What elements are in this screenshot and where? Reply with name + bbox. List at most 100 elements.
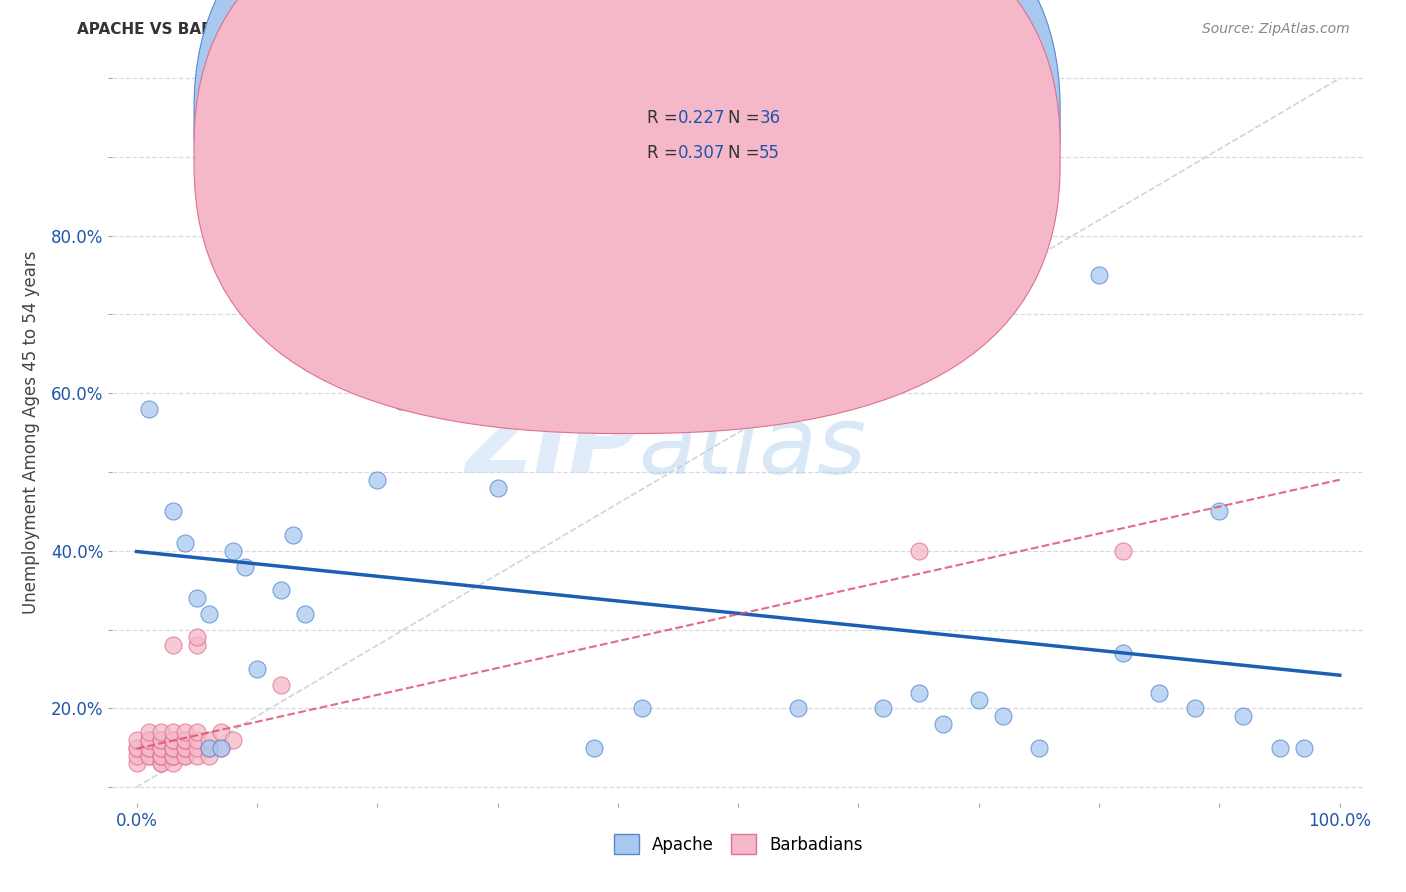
Point	[149, 732, 172, 747]
Point	[246, 662, 269, 676]
Point	[197, 607, 219, 621]
Text: 55: 55	[759, 145, 780, 162]
Point	[186, 740, 208, 755]
Text: R =: R =	[647, 145, 683, 162]
Point	[138, 748, 160, 763]
Point	[186, 732, 208, 747]
Point	[149, 756, 172, 771]
Text: ZIP: ZIP	[465, 401, 638, 493]
Point	[138, 732, 160, 747]
Point	[138, 748, 160, 763]
Point	[907, 543, 929, 558]
Point	[162, 740, 184, 755]
Point	[162, 740, 184, 755]
Point	[186, 638, 208, 652]
Point	[991, 709, 1014, 723]
Text: N =: N =	[728, 109, 765, 127]
Point	[389, 394, 412, 409]
Point	[186, 748, 208, 763]
Point	[173, 740, 195, 755]
Text: APACHE VS BARBADIAN UNEMPLOYMENT AMONG AGES 45 TO 54 YEARS CORRELATION CHART: APACHE VS BARBADIAN UNEMPLOYMENT AMONG A…	[77, 22, 880, 37]
Point	[787, 701, 810, 715]
Point	[138, 732, 160, 747]
Point	[931, 717, 953, 731]
Point	[270, 678, 292, 692]
Point	[138, 725, 160, 739]
Point	[173, 732, 195, 747]
Point	[366, 473, 388, 487]
Text: atlas: atlas	[638, 402, 866, 493]
Point	[1149, 685, 1171, 699]
Point	[872, 701, 894, 715]
Point	[125, 732, 148, 747]
Point	[149, 748, 172, 763]
Point	[233, 559, 256, 574]
Point	[1232, 709, 1254, 723]
Point	[125, 748, 148, 763]
Text: Source: ZipAtlas.com: Source: ZipAtlas.com	[1202, 22, 1350, 37]
Point	[149, 748, 172, 763]
Point	[907, 685, 929, 699]
Point	[162, 748, 184, 763]
Point	[162, 748, 184, 763]
Point	[631, 701, 654, 715]
Point	[1268, 740, 1291, 755]
Point	[162, 725, 184, 739]
Point	[222, 732, 245, 747]
Point	[173, 536, 195, 550]
Point	[209, 740, 232, 755]
Point	[1028, 740, 1050, 755]
Point	[149, 732, 172, 747]
Point	[222, 543, 245, 558]
Point	[463, 394, 485, 409]
Text: N =: N =	[728, 145, 765, 162]
Point	[209, 740, 232, 755]
Point	[149, 748, 172, 763]
Point	[149, 740, 172, 755]
Point	[149, 740, 172, 755]
Point	[125, 740, 148, 755]
Point	[1208, 504, 1230, 518]
Point	[173, 732, 195, 747]
Point	[162, 732, 184, 747]
Point	[138, 740, 160, 755]
Point	[138, 402, 160, 417]
Point	[197, 748, 219, 763]
Point	[173, 748, 195, 763]
Point	[138, 740, 160, 755]
Point	[1112, 543, 1135, 558]
Point	[186, 591, 208, 605]
Point	[197, 740, 219, 755]
Point	[149, 725, 172, 739]
Point	[1184, 701, 1206, 715]
Text: 0.227: 0.227	[678, 109, 725, 127]
Point	[186, 631, 208, 645]
Point	[486, 481, 509, 495]
Text: 36: 36	[759, 109, 780, 127]
Point	[125, 756, 148, 771]
Point	[162, 748, 184, 763]
Point	[162, 638, 184, 652]
Point	[186, 725, 208, 739]
Text: 0.307: 0.307	[678, 145, 725, 162]
Text: R =: R =	[647, 109, 683, 127]
Point	[727, 394, 749, 409]
Point	[162, 740, 184, 755]
Point	[197, 732, 219, 747]
Legend: Apache, Barbadians: Apache, Barbadians	[607, 828, 869, 861]
Point	[281, 528, 304, 542]
Point	[1292, 740, 1315, 755]
Point	[582, 740, 605, 755]
Point	[703, 394, 725, 409]
Point	[294, 607, 316, 621]
Point	[1112, 646, 1135, 660]
Y-axis label: Unemployment Among Ages 45 to 54 years: Unemployment Among Ages 45 to 54 years	[22, 251, 39, 615]
Point	[162, 504, 184, 518]
Point	[967, 693, 990, 707]
Point	[1088, 268, 1111, 282]
Point	[173, 748, 195, 763]
Point	[173, 740, 195, 755]
Point	[270, 583, 292, 598]
Point	[209, 725, 232, 739]
Point	[173, 725, 195, 739]
